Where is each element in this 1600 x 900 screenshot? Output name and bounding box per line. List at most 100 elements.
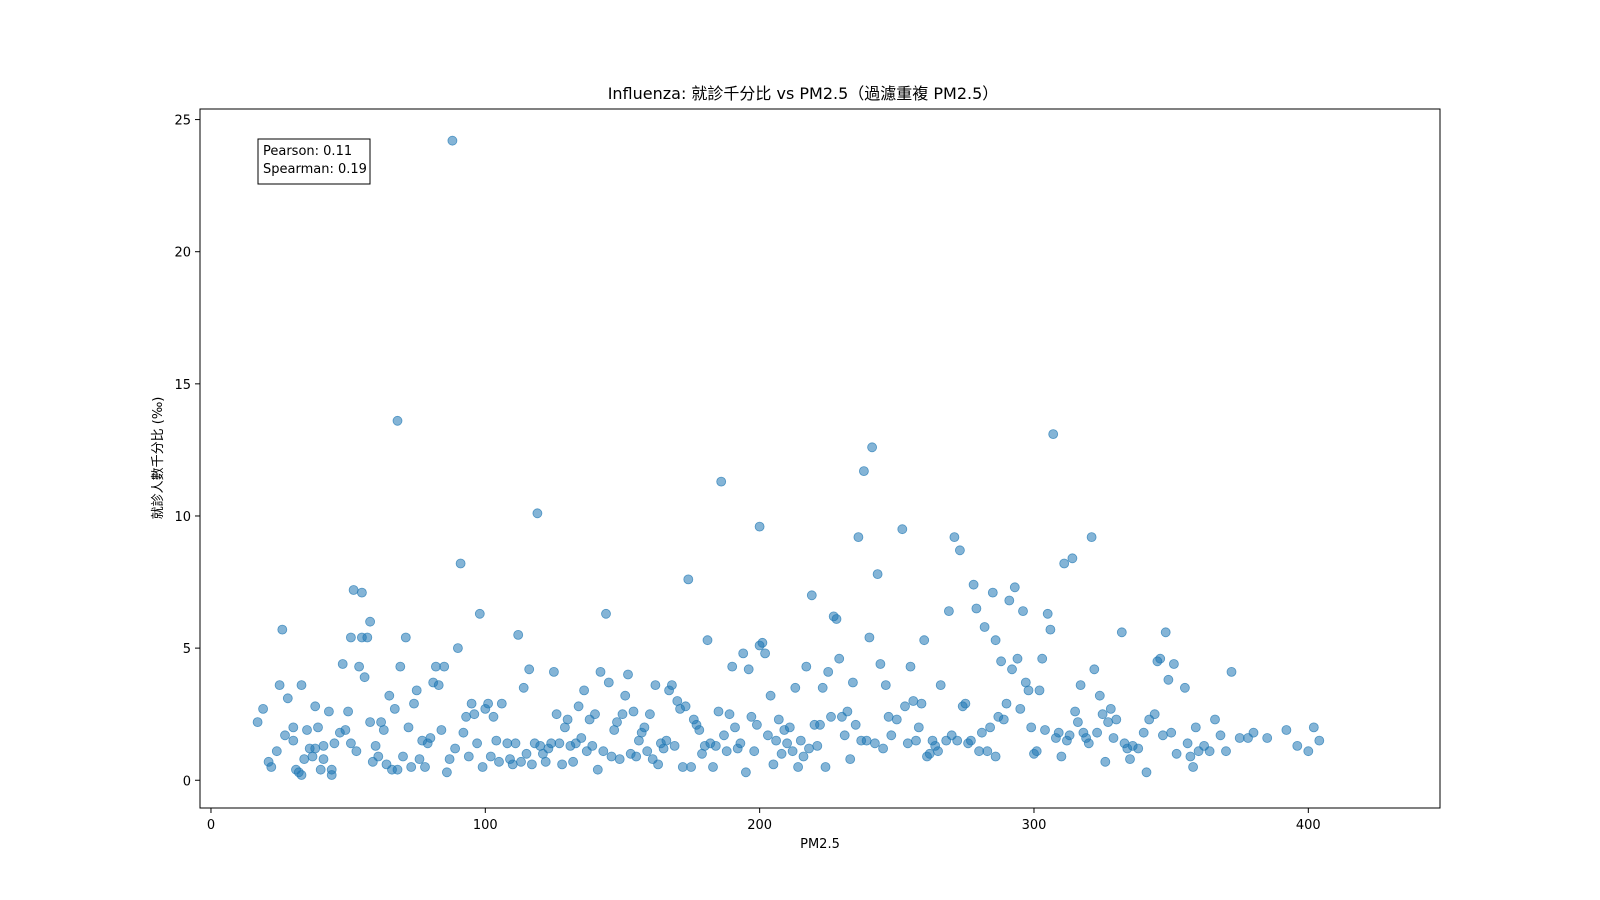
data-point	[461, 711, 472, 722]
data-point	[848, 677, 858, 688]
data-point	[1059, 558, 1070, 569]
data-point	[823, 667, 834, 677]
data-point	[378, 725, 389, 735]
data-point	[683, 574, 694, 585]
data-point	[787, 746, 798, 757]
data-point	[436, 725, 447, 735]
data-point	[516, 756, 526, 767]
data-point	[1064, 730, 1075, 741]
data-point	[365, 616, 376, 627]
data-point	[1067, 553, 1078, 564]
data-point	[411, 685, 422, 696]
data-point	[686, 762, 696, 772]
data-point	[826, 711, 836, 722]
data-point	[310, 743, 321, 754]
data-point	[554, 738, 565, 749]
data-point	[296, 680, 307, 690]
data-point	[1015, 704, 1026, 714]
data-point	[315, 764, 326, 775]
data-point	[329, 738, 340, 749]
data-point	[1180, 682, 1190, 693]
data-point	[878, 743, 888, 754]
data-point	[990, 751, 1001, 762]
data-point	[370, 741, 381, 751]
y-tick-label: 0	[183, 774, 191, 789]
data-point	[549, 667, 559, 677]
data-point	[1092, 727, 1102, 738]
data-point	[466, 698, 477, 709]
data-point	[710, 741, 721, 751]
y-tick-label: 10	[174, 510, 191, 525]
data-point	[513, 630, 524, 640]
data-point	[765, 690, 776, 701]
data-point	[318, 741, 329, 751]
data-point	[354, 661, 365, 672]
y-tick-label: 20	[174, 246, 191, 261]
data-point	[880, 680, 891, 690]
data-point	[494, 756, 504, 767]
data-point	[1053, 727, 1064, 738]
data-point	[288, 735, 299, 746]
data-point	[919, 635, 930, 646]
data-point	[483, 698, 494, 709]
data-point	[746, 711, 757, 722]
data-point	[752, 719, 762, 730]
data-point	[441, 767, 452, 778]
data-point	[738, 648, 749, 659]
data-point	[395, 661, 406, 672]
x-axis-label: PM2.5	[800, 837, 840, 852]
y-tick-label: 5	[183, 642, 191, 657]
data-point	[274, 680, 285, 690]
data-point	[834, 653, 845, 664]
data-point	[612, 717, 622, 727]
plot-area	[199, 108, 1441, 809]
data-point	[974, 746, 984, 757]
y-axis-ticks: 0 5 10 15 20 25	[174, 114, 200, 789]
data-point	[343, 706, 354, 717]
data-point	[741, 767, 751, 778]
data-point	[477, 762, 488, 772]
y-tick-label: 25	[174, 114, 191, 129]
data-point	[987, 587, 998, 598]
data-point	[532, 508, 543, 519]
data-point	[1037, 653, 1048, 664]
y-tick-label: 15	[174, 378, 191, 393]
data-point	[713, 706, 724, 717]
data-point	[949, 532, 960, 542]
data-point	[694, 725, 705, 735]
data-point	[430, 661, 441, 672]
data-point	[913, 722, 924, 733]
data-point	[420, 762, 430, 772]
data-point	[359, 672, 370, 683]
data-point	[576, 733, 587, 743]
data-point	[384, 690, 395, 701]
data-point	[447, 135, 458, 146]
data-point	[1012, 653, 1023, 664]
data-point	[1034, 685, 1045, 696]
data-point	[507, 759, 518, 770]
data-point	[433, 680, 444, 690]
data-point	[760, 648, 770, 659]
data-point	[1182, 738, 1193, 749]
data-point	[518, 682, 529, 693]
data-point	[313, 722, 323, 733]
data-point	[496, 698, 507, 709]
x-tick-label: 400	[1296, 818, 1321, 833]
data-point	[1031, 746, 1042, 757]
data-point	[524, 664, 535, 675]
data-point	[998, 714, 1009, 725]
data-point	[1185, 751, 1196, 762]
data-point	[776, 748, 787, 759]
data-point	[1111, 714, 1122, 725]
x-tick-label: 100	[473, 818, 498, 833]
data-point	[551, 709, 562, 720]
data-point	[1026, 722, 1037, 733]
data-point	[820, 762, 831, 772]
data-point	[1070, 706, 1080, 717]
data-point	[373, 751, 384, 762]
data-point	[850, 719, 861, 730]
data-point	[861, 735, 872, 746]
data-point	[280, 730, 290, 741]
data-point	[452, 643, 463, 653]
data-point	[1226, 667, 1237, 677]
